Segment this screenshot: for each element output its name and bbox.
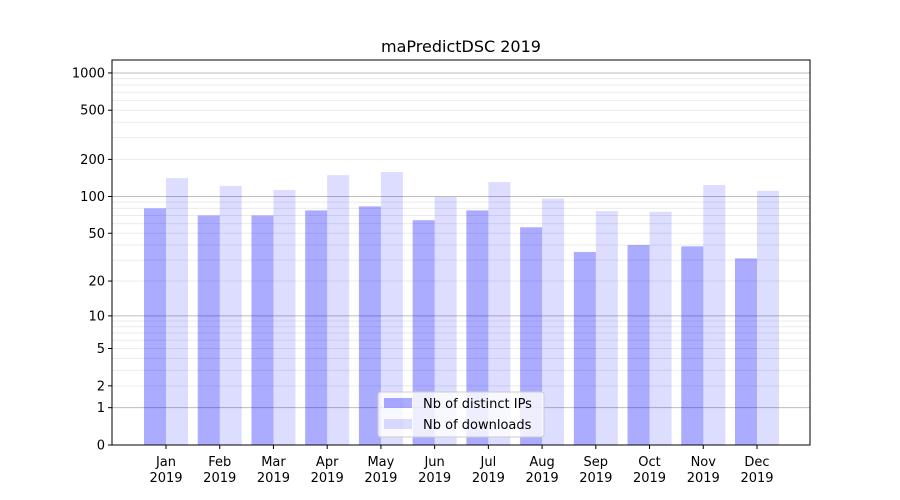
bar-downloads — [649, 211, 672, 445]
legend-label: Nb of distinct IPs — [423, 397, 532, 412]
x-tick-label: Mar — [261, 455, 286, 470]
x-tick-label: 2019 — [364, 471, 397, 486]
bar-downloads — [327, 175, 350, 446]
bar-downloads — [380, 172, 403, 445]
y-tick-label: 50 — [88, 227, 105, 242]
x-tick-label: Aug — [529, 455, 554, 470]
bar-downloads — [757, 190, 779, 445]
x-tick-label: 2019 — [633, 471, 666, 486]
x-tick-label: 2019 — [526, 471, 559, 486]
legend-swatch — [384, 419, 412, 429]
x-tick-label: Oct — [638, 455, 660, 470]
x-tick-label: Jun — [423, 455, 444, 470]
bar-downloads — [595, 211, 618, 445]
x-tick-label: Apr — [316, 455, 339, 470]
x-tick-label: 2019 — [203, 471, 236, 486]
bar-downloads — [488, 182, 511, 445]
bar-downloads — [434, 197, 457, 445]
y-tick-label: 20 — [88, 275, 105, 290]
x-tick-label: 2019 — [311, 471, 344, 486]
legend-swatch — [384, 398, 412, 408]
legend-label: Nb of downloads — [423, 418, 532, 433]
x-tick-label: 2019 — [418, 471, 451, 486]
x-tick-label: 2019 — [740, 471, 773, 486]
x-tick-label: Sep — [584, 455, 609, 470]
legend: Nb of distinct IPs Nb of downloads — [377, 391, 545, 438]
bar-distinct-ips — [735, 258, 757, 445]
x-tick-label: Dec — [744, 455, 769, 470]
y-tick-label: 0 — [97, 439, 105, 454]
bar-distinct-ips — [358, 206, 381, 445]
bar-distinct-ips — [144, 208, 166, 445]
legend-box — [377, 391, 545, 438]
y-tick-label: 1000 — [72, 66, 105, 81]
x-tick-label: 2019 — [687, 471, 720, 486]
x-tick-label: Nov — [691, 455, 717, 470]
bar-downloads — [273, 189, 296, 445]
y-tick-label: 5 — [97, 342, 105, 357]
bar-distinct-ips — [305, 210, 328, 445]
x-tick-label: 2019 — [149, 471, 182, 486]
x-tick-label: 2019 — [472, 471, 505, 486]
bar-distinct-ips — [681, 246, 704, 445]
bar-distinct-ips — [251, 215, 274, 445]
bar-distinct-ips — [412, 220, 435, 445]
plot-frame — [111, 59, 811, 446]
y-tick-label: 10 — [88, 309, 105, 324]
y-tick-label: 500 — [80, 104, 105, 119]
bar-distinct-ips — [197, 215, 220, 445]
x-tick-label: Feb — [208, 455, 231, 470]
bar-distinct-ips — [573, 252, 596, 445]
bar-distinct-ips — [520, 227, 543, 445]
y-tick-label: 100 — [80, 190, 105, 205]
x-tick-label: 2019 — [257, 471, 290, 486]
y-tick-label: 2 — [97, 379, 105, 394]
bar-downloads — [542, 198, 565, 445]
bar-distinct-ips — [627, 245, 650, 445]
x-tick-label: Jan — [155, 455, 176, 470]
x-tick-label: May — [367, 455, 394, 470]
bar-downloads — [219, 185, 242, 446]
y-tick-label: 200 — [80, 153, 105, 168]
x-tick-label: 2019 — [579, 471, 612, 486]
x-tick-label: Jul — [480, 455, 497, 470]
bar-downloads — [166, 178, 188, 445]
bar-distinct-ips — [466, 210, 489, 445]
y-tick-label: 1 — [97, 401, 105, 416]
chart-title: maPredictDSC 2019 — [381, 37, 541, 56]
bar-downloads — [703, 184, 726, 445]
